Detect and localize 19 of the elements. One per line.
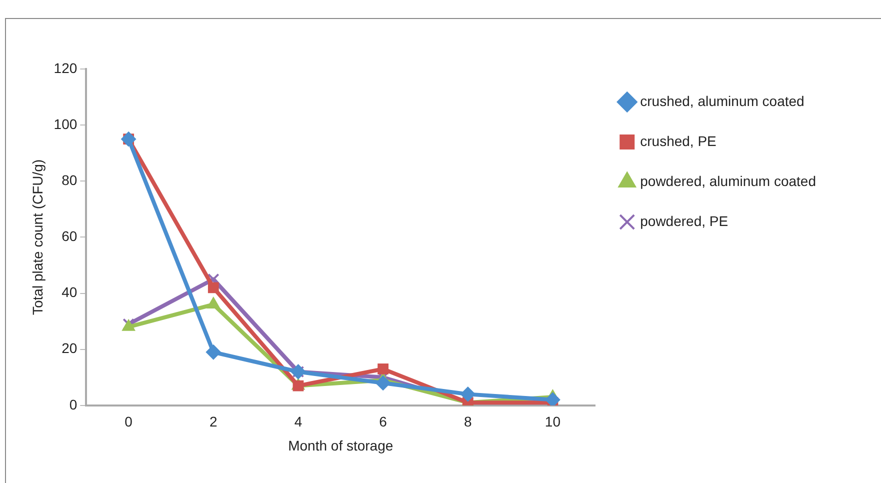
legend-label: powdered, aluminum coated xyxy=(640,172,816,189)
x-axis-title: Month of storage xyxy=(288,437,394,454)
y-tick-label: 40 xyxy=(62,284,78,300)
y-tick-label: 60 xyxy=(62,228,78,244)
y-tick-label: 20 xyxy=(62,340,78,356)
legend-label: crushed, PE xyxy=(640,132,716,149)
x-tick-label: 8 xyxy=(464,414,472,430)
x-tick-label: 10 xyxy=(544,414,561,430)
y-tick-label: 100 xyxy=(54,116,78,132)
y-tick-label: 0 xyxy=(69,396,78,412)
y-tick-label: 80 xyxy=(62,172,78,188)
y-axis-title: Total plate count (CFU/g) xyxy=(29,159,46,316)
x-tick-label: 0 xyxy=(124,414,133,430)
x-tick-label: 6 xyxy=(379,414,388,430)
legend-label: powdered, PE xyxy=(640,212,728,229)
x-tick-label: 2 xyxy=(210,414,218,430)
x-tick-label: 4 xyxy=(294,414,302,430)
y-tick-label: 120 xyxy=(54,60,78,76)
legend-label: crushed, aluminum coated xyxy=(640,92,804,109)
